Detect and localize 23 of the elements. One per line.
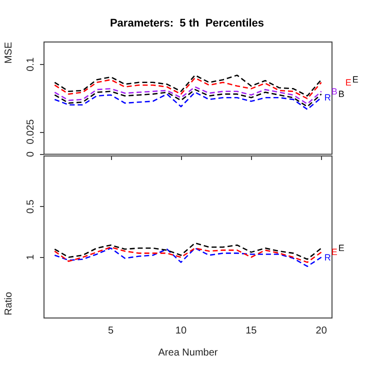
series-label: E (338, 243, 344, 254)
series-label: R (324, 92, 332, 103)
x-tick-label: 15 (246, 326, 258, 336)
y-tick-label: 0 (26, 151, 36, 157)
y-axis-title: Ratio (4, 292, 14, 316)
line-series (54, 246, 322, 263)
y-tick-label: 0.025 (26, 118, 36, 144)
x-tick-label: 5 (108, 326, 114, 336)
series-label: B (338, 89, 344, 100)
x-tick-label: 10 (175, 326, 187, 336)
line-series (54, 92, 322, 110)
y-axis-title: MSE (4, 42, 14, 64)
text: E (352, 74, 358, 85)
series-label: R (324, 252, 332, 262)
line-series (54, 247, 322, 268)
line-series (54, 242, 322, 260)
x-axis-title: Area Number (158, 348, 218, 358)
text: E (345, 77, 352, 88)
chart-title: Parameters: 5 th Percentiles (110, 18, 264, 30)
y-tick-label: 1 (26, 254, 36, 260)
y-tick-label: 0.1 (26, 57, 36, 72)
x-tick-label: 20 (316, 326, 328, 336)
y-tick-label: 0.5 (26, 199, 36, 214)
